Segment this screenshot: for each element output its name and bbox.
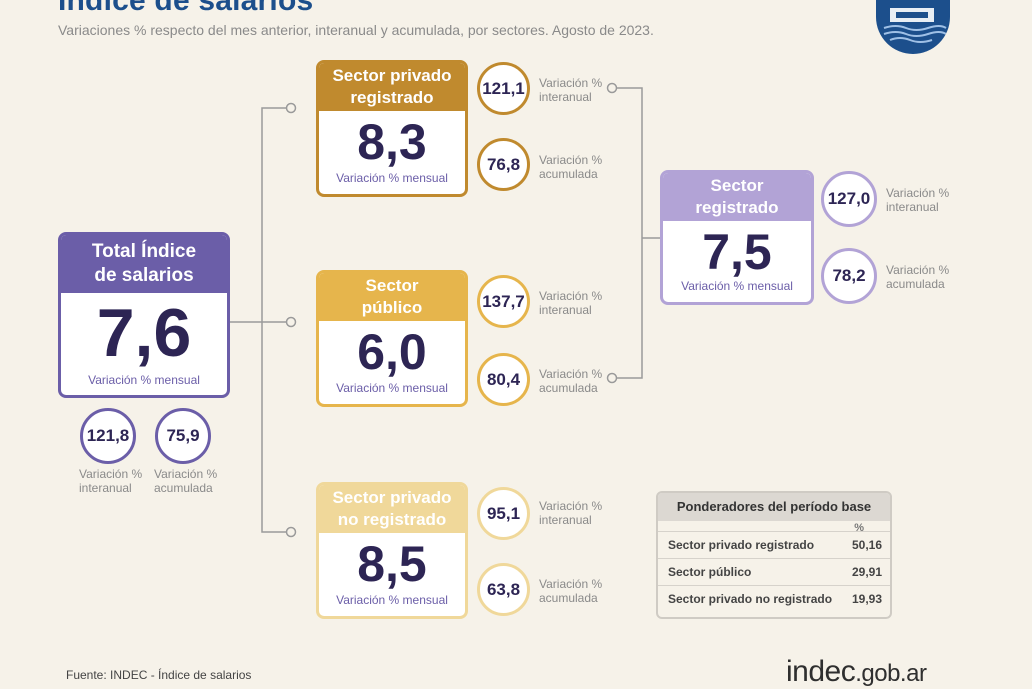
total-monthly-caption: Variación % mensual <box>88 373 200 387</box>
table-row: Sector privado no registrado 19,93 <box>658 585 890 612</box>
privado-registrado-title-line1: Sector privado <box>332 66 452 85</box>
privado-no-registrado-caption: Variación % mensual <box>336 593 448 607</box>
sector-registrado-interanual-label: Variación % interanual <box>886 186 950 214</box>
publico-title-line1: Sector <box>365 276 419 295</box>
source-note: Fuente: INDEC - Índice de salarios <box>66 668 252 682</box>
total-interanual-circle: 121,8 <box>80 408 136 464</box>
total-card: Total Índice de salarios 7,6 Variación %… <box>58 232 230 398</box>
sector-registrado-title-line1: Sector <box>710 176 764 195</box>
total-card-header: Total Índice de salarios <box>61 235 227 293</box>
publico-title-line2: público <box>361 298 423 317</box>
publico-header: Sector público <box>319 273 465 321</box>
privado-registrado-card: Sector privado registrado 8,3 Variación … <box>316 60 468 197</box>
sector-registrado-monthly-value: 7,5 <box>702 224 772 280</box>
weights-table: Ponderadores del período base % Sector p… <box>656 491 892 619</box>
weights-row-value: 50,16 <box>851 538 882 552</box>
privado-registrado-caption: Variación % mensual <box>336 171 448 185</box>
weights-row-value: 19,93 <box>851 592 882 606</box>
site-logo-suffix: .gob.ar <box>855 660 927 687</box>
privado-registrado-monthly-value: 8,3 <box>357 114 427 170</box>
sector-registrado-acumulada-circle: 78,2 <box>821 248 877 304</box>
privado-no-registrado-acumulada-circle: 63,8 <box>477 563 530 616</box>
sector-registrado-title-line2: registrado <box>695 198 779 217</box>
publico-monthly-value: 6,0 <box>357 324 427 380</box>
total-monthly-value: 7,6 <box>96 295 192 371</box>
site-logo: indec.gob.ar <box>786 655 927 689</box>
weights-row-value: 29,91 <box>851 565 882 579</box>
weights-row-label: Sector privado no registrado <box>668 592 833 606</box>
page-subtitle: Variaciones % respecto del mes anterior,… <box>58 22 654 38</box>
publico-card: Sector público 6,0 Variación % mensual <box>316 270 468 407</box>
table-row: Sector público 29,91 <box>658 558 890 585</box>
sector-registrado-header: Sector registrado <box>663 173 811 221</box>
privado-registrado-title-line2: registrado <box>350 88 434 107</box>
total-acumulada-label: Variación % acumulada <box>154 467 218 495</box>
sector-registrado-card: Sector registrado 7,5 Variación % mensua… <box>660 170 814 305</box>
publico-acumulada-circle: 80,4 <box>477 353 530 406</box>
publico-acumulada-label: Variación % acumulada <box>539 367 603 395</box>
sector-registrado-interanual-circle: 127,0 <box>821 171 877 227</box>
privado-no-registrado-interanual-label: Variación % interanual <box>539 499 603 527</box>
weights-table-title: Ponderadores del período base <box>658 493 890 521</box>
page-title: Índice de salarios <box>58 0 314 17</box>
publico-interanual-circle: 137,7 <box>477 275 530 328</box>
privado-no-registrado-interanual-circle: 95,1 <box>477 487 530 540</box>
total-acumulada-circle: 75,9 <box>155 408 211 464</box>
total-title-line2: de salarios <box>94 265 194 286</box>
total-title-line1: Total Índice <box>91 241 197 262</box>
privado-no-registrado-title-line1: Sector privado <box>332 488 452 507</box>
privado-no-registrado-monthly-value: 8,5 <box>357 536 427 592</box>
weights-row-label: Sector público <box>668 565 752 579</box>
privado-no-registrado-header: Sector privado no registrado <box>319 485 465 533</box>
privado-registrado-acumulada-label: Variación % acumulada <box>539 153 603 181</box>
privado-no-registrado-title-line2: no registrado <box>337 510 447 529</box>
sector-registrado-caption: Variación % mensual <box>681 279 793 293</box>
privado-no-registrado-acumulada-label: Variación % acumulada <box>539 577 603 605</box>
site-logo-main: indec <box>786 655 856 688</box>
privado-registrado-header: Sector privado registrado <box>319 63 465 111</box>
privado-registrado-interanual-circle: 121,1 <box>477 62 530 115</box>
privado-registrado-interanual-label: Variación % interanual <box>539 76 603 104</box>
sector-registrado-acumulada-label: Variación % acumulada <box>886 263 950 291</box>
publico-interanual-label: Variación % interanual <box>539 289 603 317</box>
total-interanual-label: Variación % interanual <box>79 467 143 495</box>
privado-registrado-acumulada-circle: 76,8 <box>477 138 530 191</box>
table-row: Sector privado registrado 50,16 <box>658 531 890 558</box>
privado-no-registrado-card: Sector privado no registrado 8,5 Variaci… <box>316 482 468 619</box>
weights-table-unit: % <box>854 522 864 534</box>
weights-row-label: Sector privado registrado <box>668 538 815 552</box>
publico-caption: Variación % mensual <box>336 381 448 395</box>
